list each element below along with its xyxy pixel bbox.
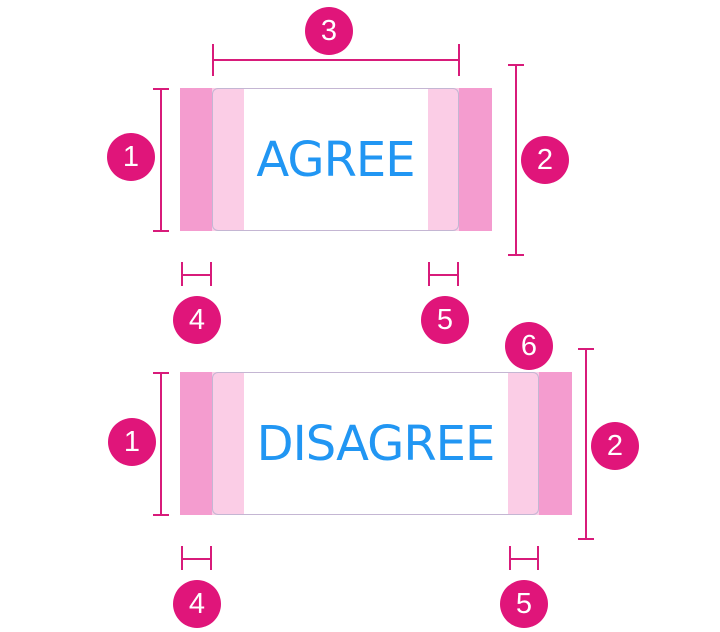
callout-4-agree: 4 bbox=[173, 296, 221, 344]
callout-5-agree: 5 bbox=[421, 296, 469, 344]
callout-1-agree: 1 bbox=[107, 133, 155, 181]
disagree-right-margin-line bbox=[510, 558, 539, 560]
disagree-height-line-left-cap-bottom bbox=[153, 514, 169, 516]
agree-width-line-cap-left bbox=[212, 44, 214, 76]
disagree-left-margin-cap-left bbox=[181, 546, 183, 570]
disagree-height-line-left bbox=[160, 373, 162, 515]
agree-right-margin-cap-right bbox=[457, 262, 459, 286]
disagree-height-line-right-cap-top bbox=[578, 348, 594, 350]
callout-3-agree: 3 bbox=[305, 7, 353, 55]
agree-right-margin bbox=[459, 88, 492, 231]
callout-5-disagree: 5 bbox=[500, 580, 548, 628]
agree-height-line-left bbox=[160, 89, 162, 231]
disagree-left-margin bbox=[180, 372, 212, 515]
disagree-right-margin bbox=[539, 372, 572, 515]
callout-4-disagree: 4 bbox=[173, 580, 221, 628]
disagree-height-line-right bbox=[585, 349, 587, 539]
agree-height-line-right-cap-bottom bbox=[508, 254, 524, 256]
callout-2-disagree: 2 bbox=[591, 422, 639, 470]
disagree-height-line-right-cap-bottom bbox=[578, 538, 594, 540]
disagree-left-padding bbox=[212, 372, 244, 515]
callout-1-disagree: 1 bbox=[108, 418, 156, 466]
disagree-button-label: DISAGREE bbox=[256, 415, 496, 472]
disagree-right-padding bbox=[508, 372, 539, 515]
agree-right-margin-cap-left bbox=[428, 262, 430, 286]
disagree-right-margin-cap-right bbox=[537, 546, 539, 570]
agree-width-line bbox=[213, 59, 460, 61]
disagree-button[interactable] bbox=[212, 372, 539, 515]
agree-width-line-cap-right bbox=[458, 44, 460, 76]
agree-left-margin-cap-right bbox=[210, 262, 212, 286]
disagree-left-margin-line bbox=[182, 558, 212, 560]
callout-2-agree: 2 bbox=[521, 136, 569, 184]
agree-left-margin-line bbox=[182, 274, 212, 276]
agree-height-line-right-cap-top bbox=[508, 64, 524, 66]
agree-left-margin-cap-left bbox=[181, 262, 183, 286]
disagree-height-line-left-cap-top bbox=[153, 372, 169, 374]
callout-6-disagree: 6 bbox=[505, 322, 553, 370]
agree-left-margin bbox=[180, 88, 212, 231]
agree-right-padding bbox=[428, 88, 459, 231]
agree-left-padding bbox=[212, 88, 244, 231]
agree-button[interactable] bbox=[212, 88, 459, 231]
agree-right-margin-line bbox=[429, 274, 459, 276]
disagree-left-margin-cap-right bbox=[210, 546, 212, 570]
agree-height-line-right bbox=[515, 65, 517, 255]
agree-height-line-left-cap-top bbox=[153, 88, 169, 90]
agree-height-line-left-cap-bottom bbox=[153, 230, 169, 232]
agree-button-label: AGREE bbox=[256, 131, 415, 188]
disagree-right-margin-cap-left bbox=[509, 546, 511, 570]
